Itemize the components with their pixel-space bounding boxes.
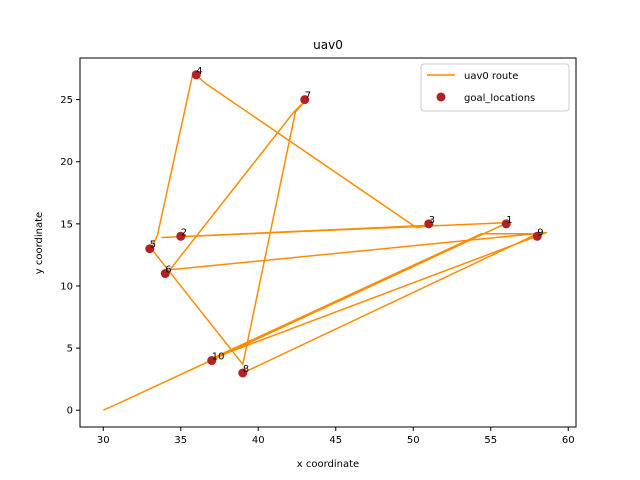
y-tick-label: 20: [60, 157, 73, 168]
y-tick-label: 25: [60, 95, 73, 106]
legend: uav0 route goal_locations: [420, 63, 570, 112]
goal-layer: 1 2 3 4 5 6 7 8 9 10: [145, 66, 544, 378]
y-tick-label: 15: [60, 219, 73, 230]
y-tick-label: 10: [60, 281, 73, 292]
goal-label: 10: [212, 352, 225, 363]
legend-goal-label: goal_locations: [464, 93, 535, 104]
goal-point: [191, 70, 201, 80]
x-axis-label: x coordinate: [297, 459, 359, 470]
x-tick-label: 40: [252, 435, 265, 446]
x-tick-label: 30: [97, 435, 110, 446]
x-tick-label: 35: [174, 435, 187, 446]
goal-point: [501, 219, 511, 229]
goal-point: [424, 219, 434, 229]
y-axis-label: y coordinate: [34, 212, 45, 274]
plot-area: [79, 57, 577, 428]
goal-point: [532, 231, 542, 241]
y-tick-label: 5: [67, 344, 73, 355]
goal-point: [238, 368, 248, 378]
legend-box: [420, 63, 570, 112]
y-tick-label: 0: [67, 406, 73, 417]
legend-route-label: uav0 route: [464, 71, 518, 82]
goal-label: 3: [429, 215, 435, 226]
goal-label: 2: [181, 227, 187, 238]
goal-label: 1: [506, 215, 512, 226]
legend-goal-swatch: [436, 92, 446, 102]
goal-point: [300, 95, 310, 105]
chart-title: uav0: [313, 38, 343, 52]
x-tick-label: 60: [562, 435, 575, 446]
x-tick-label: 55: [484, 435, 497, 446]
goal-point: [160, 269, 170, 279]
goal-label: 7: [305, 91, 311, 102]
goal-label: 6: [165, 265, 171, 276]
goal-point: [145, 244, 155, 254]
goal-point: [176, 231, 186, 241]
route-line: [102, 71, 548, 411]
goal-point: [207, 356, 217, 366]
goal-label: 8: [243, 364, 249, 375]
route-layer: [102, 71, 548, 411]
x-tick-label: 50: [407, 435, 420, 446]
goal-label: 5: [150, 240, 156, 251]
goal-label: 9: [537, 227, 543, 238]
x-tick-label: 45: [329, 435, 342, 446]
goal-label: 4: [196, 66, 202, 77]
